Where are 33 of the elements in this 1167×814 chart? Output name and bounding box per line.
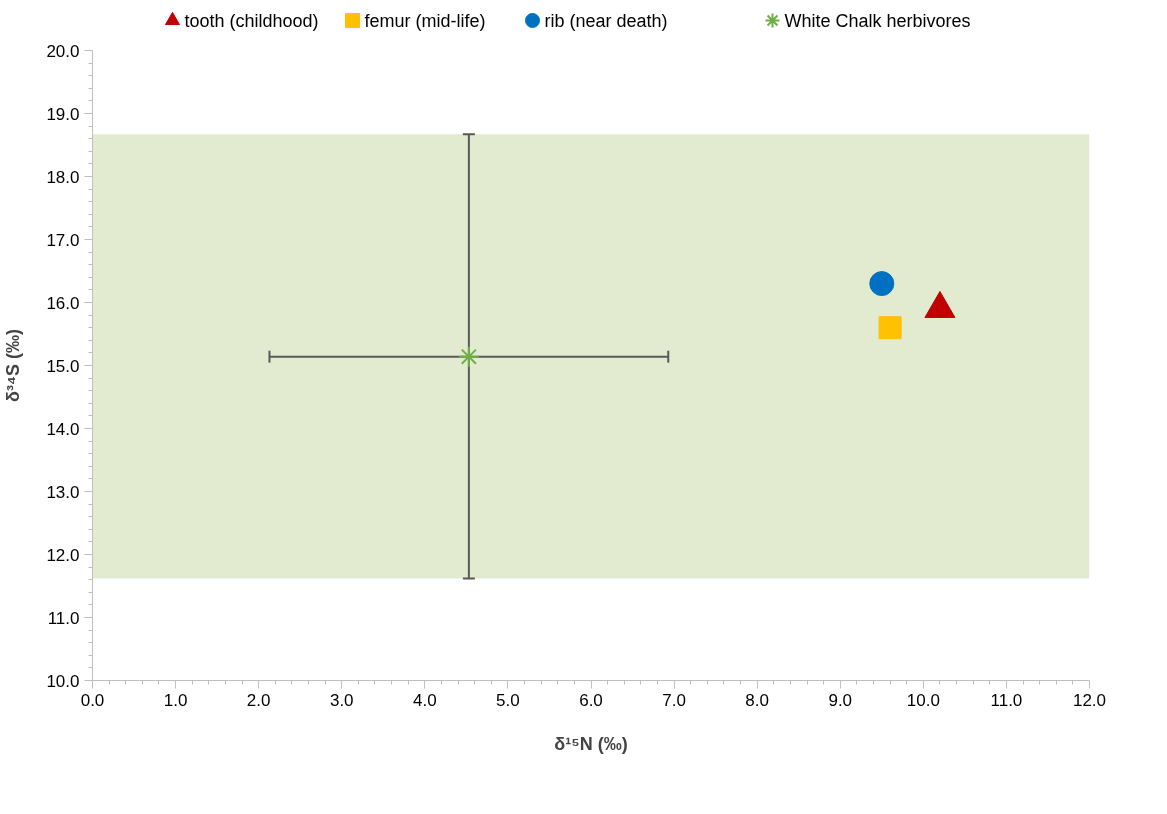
legend-label: White Chalk herbivores xyxy=(784,10,971,31)
point xyxy=(878,316,902,340)
x-tick-label: 6.0 xyxy=(579,690,603,710)
y-tick-label: 18.0 xyxy=(46,167,80,187)
point xyxy=(869,271,895,297)
x-tick-label: 2.0 xyxy=(246,690,271,710)
x-tick-label: 10.0 xyxy=(906,690,940,710)
x-tick-label: 8.0 xyxy=(745,690,769,710)
legend-label: femur (mid-life) xyxy=(364,10,486,31)
x-tick-label: 7.0 xyxy=(662,690,686,710)
y-tick-label: 16.0 xyxy=(46,293,80,313)
point xyxy=(457,345,480,368)
x-tick-label: 0.0 xyxy=(80,690,105,710)
x-tick-label: 9.0 xyxy=(828,690,853,710)
y-tick-label: 17.0 xyxy=(46,230,80,250)
legend-label: rib (near death) xyxy=(544,10,668,31)
x-tick-label: 11.0 xyxy=(990,690,1023,710)
y-tick-label: 12.0 xyxy=(46,545,80,565)
y-tick-label: 14.0 xyxy=(46,419,80,439)
y-tick-label: 13.0 xyxy=(46,482,80,502)
y-tick-label: 19.0 xyxy=(46,104,80,124)
y-tick-label: 11.0 xyxy=(47,608,80,628)
y-tick-label: 20.0 xyxy=(46,41,80,61)
y-tick-label: 10.0 xyxy=(46,671,80,691)
y-tick-label: 15.0 xyxy=(46,356,80,376)
y-axis-title: δ³⁴S (‰) xyxy=(3,329,24,402)
x-tick-label: 4.0 xyxy=(413,690,437,710)
x-tick-label: 1.0 xyxy=(163,690,188,710)
x-axis-title: δ¹⁵N (‰) xyxy=(554,733,628,754)
legend-label: tooth (childhood) xyxy=(184,10,319,31)
x-tick-label: 12.0 xyxy=(1072,690,1107,710)
x-tick-label: 5.0 xyxy=(496,690,520,710)
x-tick-label: 3.0 xyxy=(329,690,354,710)
